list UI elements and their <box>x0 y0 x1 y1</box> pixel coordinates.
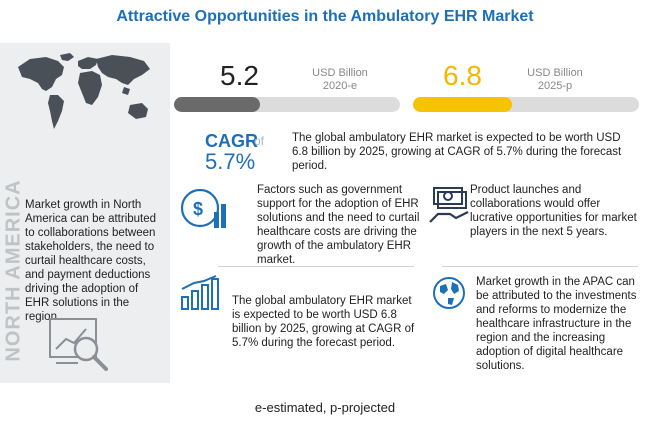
opportunities-text: Product launches and collaborations woul… <box>470 184 637 238</box>
world-map-icon <box>18 53 150 129</box>
globe-icon <box>433 277 465 309</box>
market-value-text: The global ambulatory EHR market is expe… <box>232 295 415 349</box>
north-america-panel: NORTH AMERICA Market growth in North Ame… <box>0 43 170 383</box>
value-2025: 6.8 <box>443 60 482 91</box>
value-2020: 5.2 <box>220 60 259 91</box>
page-title: Attractive Opportunities in the Ambulato… <box>116 8 534 25</box>
value-2020-bar <box>174 97 400 112</box>
divider-left <box>218 266 414 267</box>
value-2020-bar-fill <box>174 97 260 112</box>
divider-right <box>442 266 638 267</box>
cagr-value: 5.7% <box>205 149 256 174</box>
bar-growth-icon <box>181 275 219 310</box>
money-hand-icon <box>429 187 469 223</box>
analytics-magnifier-icon <box>49 318 108 371</box>
money-chart-icon: $ <box>180 188 226 228</box>
north-america-description: Market growth in North America can be at… <box>25 199 157 323</box>
apac-growth-text: Market growth in the APAC can be attribu… <box>476 276 637 372</box>
cagr-of: of <box>254 134 265 148</box>
svg-text:$: $ <box>193 199 203 219</box>
footnote: e-estimated, p-projected <box>254 400 396 415</box>
value-2025-bar <box>413 97 639 112</box>
growth-factors-text: Factors such as government support for t… <box>257 184 420 266</box>
cagr-label: CAGR <box>205 131 258 151</box>
value-2025-bar-fill <box>413 97 513 112</box>
value-2025-unit: USD Billion 2025-p <box>527 67 583 92</box>
cagr-description: The global ambulatory EHR market is expe… <box>292 132 622 172</box>
region-label-vertical: NORTH AMERICA <box>2 178 25 362</box>
value-2020-unit: USD Billion 2020-e <box>312 67 368 92</box>
